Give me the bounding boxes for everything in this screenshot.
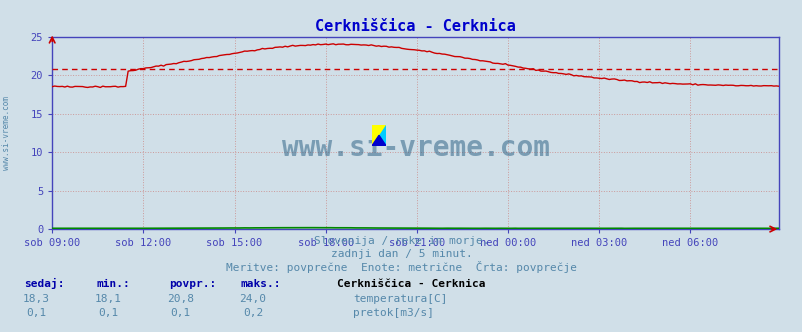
Text: pretok[m3/s]: pretok[m3/s] (353, 308, 434, 318)
Text: www.si-vreme.com: www.si-vreme.com (282, 134, 549, 162)
Text: 0,2: 0,2 (242, 308, 263, 318)
Text: povpr.:: povpr.: (168, 279, 216, 289)
Text: zadnji dan / 5 minut.: zadnji dan / 5 minut. (330, 249, 472, 259)
Text: 24,0: 24,0 (239, 294, 266, 304)
Text: Slovenija / reke in morje.: Slovenija / reke in morje. (314, 236, 488, 246)
Text: Cerkniščica - Cerknica: Cerkniščica - Cerknica (337, 279, 485, 289)
Text: www.si-vreme.com: www.si-vreme.com (2, 96, 11, 170)
Text: sedaj:: sedaj: (24, 278, 64, 289)
Text: min.:: min.: (96, 279, 130, 289)
Text: 0,1: 0,1 (98, 308, 119, 318)
Text: 20,8: 20,8 (167, 294, 194, 304)
Text: 0,1: 0,1 (170, 308, 191, 318)
Text: 0,1: 0,1 (26, 308, 47, 318)
Text: 18,1: 18,1 (95, 294, 122, 304)
Text: temperatura[C]: temperatura[C] (353, 294, 448, 304)
Text: maks.:: maks.: (241, 279, 281, 289)
Polygon shape (371, 135, 386, 146)
Title: Cerkniščica - Cerknica: Cerkniščica - Cerknica (314, 19, 516, 34)
Text: Meritve: povprečne  Enote: metrične  Črta: povprečje: Meritve: povprečne Enote: metrične Črta:… (225, 261, 577, 273)
Polygon shape (371, 124, 386, 146)
Text: 18,3: 18,3 (22, 294, 50, 304)
Polygon shape (371, 124, 386, 146)
